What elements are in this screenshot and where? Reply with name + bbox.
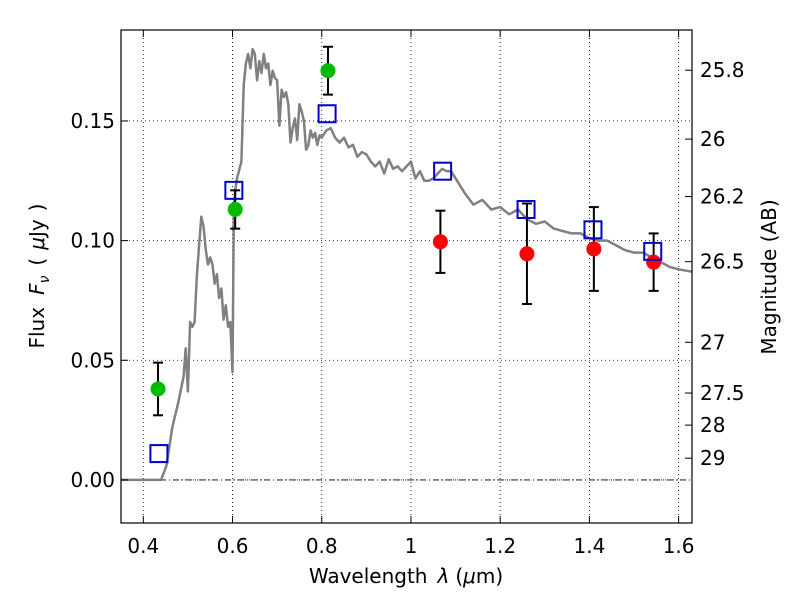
model-spectrum xyxy=(121,47,693,482)
y-axis-label-paren-close: ) xyxy=(25,203,49,211)
x-tick-label: 0.6 xyxy=(217,534,249,558)
plot-frame xyxy=(120,29,693,524)
right-tick-label: 28 xyxy=(700,413,725,437)
model-synthetic-point xyxy=(516,199,536,219)
right-tick-label: 25.8 xyxy=(700,58,745,82)
x-tick-label: 1.2 xyxy=(484,534,516,558)
photometry-point xyxy=(320,63,336,79)
x-tick-label: 0.4 xyxy=(127,534,159,558)
photometry-point xyxy=(519,246,535,262)
ticks: 0.4 0.6 0.8 1 1.2 1.4 1.6 0.00 0.05 0.10 0.15 25.8 2… xyxy=(70,30,745,558)
model-synthetic-point xyxy=(149,444,169,464)
right-tick-label: 26.2 xyxy=(700,185,745,209)
photometry-point xyxy=(646,254,662,270)
model-synthetic-point xyxy=(583,220,603,240)
model-synthetic-point xyxy=(224,180,244,200)
y-axis-label-fnu: F xyxy=(25,283,49,295)
y-axis-label-mu: μ xyxy=(25,237,49,251)
x-axis-label-unit-mu: μ xyxy=(462,564,476,588)
y-axis-label-flux: Flux xyxy=(25,307,49,349)
y-axis-label-unit: Jy xyxy=(25,219,49,239)
photometry-point xyxy=(432,234,448,250)
y-tick-label: 0.05 xyxy=(70,348,115,372)
model-synthetic-point xyxy=(433,161,453,181)
photometry-point xyxy=(586,241,602,257)
data-points xyxy=(149,63,663,464)
right-tick-label: 29 xyxy=(700,446,725,470)
x-tick-label: 1.4 xyxy=(573,534,605,558)
y-tick-label: 0.00 xyxy=(70,468,115,492)
y-axis-label-paren-open: ( xyxy=(25,258,49,266)
y-axis-label: Flux Fν ( μJy) xyxy=(25,203,53,348)
right-axis-label: Magnitude (AB) xyxy=(757,199,781,354)
model-spectrum-line xyxy=(121,47,693,482)
photometry-point xyxy=(227,201,243,217)
x-axis-label-unit-rest: m) xyxy=(476,564,503,588)
right-tick-label: 26.5 xyxy=(700,250,745,274)
y-axis-label-fnu-sub: ν xyxy=(37,275,53,283)
y-tick-label: 0.15 xyxy=(70,109,115,133)
model-synthetic-point xyxy=(317,104,337,124)
x-axis-label-unit-open: ( xyxy=(455,564,463,588)
x-tick-label: 0.8 xyxy=(306,534,338,558)
x-axis-label-symbol: λ xyxy=(436,564,449,588)
model-synthetic-point xyxy=(643,241,663,261)
right-tick-label: 26 xyxy=(700,127,725,151)
photometry-point xyxy=(150,381,166,397)
x-tick-label: 1.6 xyxy=(663,534,695,558)
x-axis-label: Wavelength λ (μm) xyxy=(309,564,503,588)
right-tick-label: 27 xyxy=(700,330,725,354)
y-tick-label: 0.10 xyxy=(70,229,115,253)
right-tick-label: 27.5 xyxy=(700,381,745,405)
x-tick-label: 1 xyxy=(405,534,418,558)
x-axis-label-text: Wavelength xyxy=(309,564,428,588)
